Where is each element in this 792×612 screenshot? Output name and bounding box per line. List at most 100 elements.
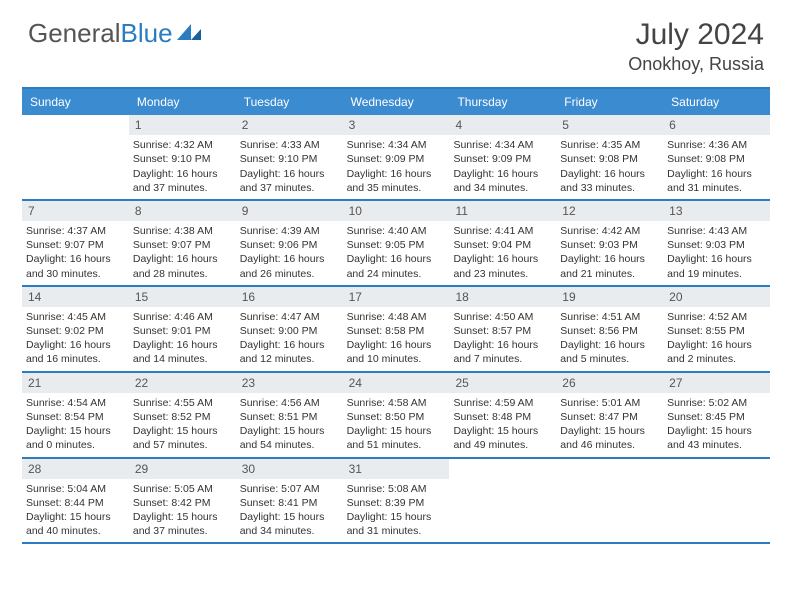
day-number: 9 bbox=[236, 201, 343, 221]
sunrise-text: Sunrise: 4:51 AM bbox=[560, 310, 659, 324]
sunrise-text: Sunrise: 4:34 AM bbox=[347, 138, 446, 152]
sunrise-text: Sunrise: 4:46 AM bbox=[133, 310, 232, 324]
sunrise-text: Sunrise: 4:36 AM bbox=[667, 138, 766, 152]
day-cell: 30 Sunrise: 5:07 AMSunset: 8:41 PMDayligh… bbox=[236, 459, 343, 543]
sunset-text: Sunset: 9:03 PM bbox=[560, 238, 659, 252]
day-number: 21 bbox=[22, 373, 129, 393]
daylight-text: Daylight: 16 hours and 14 minutes. bbox=[133, 338, 232, 366]
day-cell bbox=[449, 459, 556, 543]
daylight-text: Daylight: 15 hours and 34 minutes. bbox=[240, 510, 339, 538]
sunset-text: Sunset: 9:04 PM bbox=[453, 238, 552, 252]
sunrise-text: Sunrise: 4:33 AM bbox=[240, 138, 339, 152]
day-cell: 21Sunrise: 4:54 AMSunset: 8:54 PMDayligh… bbox=[22, 373, 129, 457]
daylight-text: Daylight: 16 hours and 24 minutes. bbox=[347, 252, 446, 280]
day-number: 2 bbox=[236, 115, 343, 135]
day-cell bbox=[556, 459, 663, 543]
day-cell: 5Sunrise: 4:35 AMSunset: 9:08 PMDaylight… bbox=[556, 115, 663, 199]
day-cell: 3Sunrise: 4:34 AMSunset: 9:09 PMDaylight… bbox=[343, 115, 450, 199]
daylight-text: Daylight: 16 hours and 5 minutes. bbox=[560, 338, 659, 366]
day-number: 3 bbox=[343, 115, 450, 135]
day-cell: 1Sunrise: 4:32 AMSunset: 9:10 PMDaylight… bbox=[129, 115, 236, 199]
day-number: 10 bbox=[343, 201, 450, 221]
daylight-text: Daylight: 16 hours and 34 minutes. bbox=[453, 167, 552, 195]
sunset-text: Sunset: 8:39 PM bbox=[347, 496, 446, 510]
title-month: July 2024 bbox=[628, 18, 764, 52]
logo-text-1: General bbox=[28, 18, 121, 49]
sunrise-text: Sunrise: 5:05 AM bbox=[133, 482, 232, 496]
week-row: 21Sunrise: 4:54 AMSunset: 8:54 PMDayligh… bbox=[22, 373, 770, 459]
sunrise-text: Sunrise: 4:42 AM bbox=[560, 224, 659, 238]
daylight-text: Daylight: 16 hours and 33 minutes. bbox=[560, 167, 659, 195]
day-cell: 26Sunrise: 5:01 AMSunset: 8:47 PMDayligh… bbox=[556, 373, 663, 457]
day-cell: 8Sunrise: 4:38 AMSunset: 9:07 PMDaylight… bbox=[129, 201, 236, 285]
day-cell: 18Sunrise: 4:50 AMSunset: 8:57 PMDayligh… bbox=[449, 287, 556, 371]
daylight-text: Daylight: 16 hours and 10 minutes. bbox=[347, 338, 446, 366]
sunset-text: Sunset: 9:10 PM bbox=[240, 152, 339, 166]
weekday-label: Sunday bbox=[22, 89, 129, 115]
daylight-text: Daylight: 16 hours and 16 minutes. bbox=[26, 338, 125, 366]
day-cell bbox=[22, 115, 129, 199]
sunrise-text: Sunrise: 4:32 AM bbox=[133, 138, 232, 152]
daylight-text: Daylight: 15 hours and 51 minutes. bbox=[347, 424, 446, 452]
day-number: 13 bbox=[663, 201, 770, 221]
weekday-label: Thursday bbox=[449, 89, 556, 115]
sunrise-text: Sunrise: 4:54 AM bbox=[26, 396, 125, 410]
daylight-text: Daylight: 16 hours and 21 minutes. bbox=[560, 252, 659, 280]
sunset-text: Sunset: 8:41 PM bbox=[240, 496, 339, 510]
day-number: 30 bbox=[236, 459, 343, 479]
sunset-text: Sunset: 8:42 PM bbox=[133, 496, 232, 510]
sunrise-text: Sunrise: 5:07 AM bbox=[240, 482, 339, 496]
sunset-text: Sunset: 8:58 PM bbox=[347, 324, 446, 338]
daylight-text: Daylight: 15 hours and 43 minutes. bbox=[667, 424, 766, 452]
sunset-text: Sunset: 8:47 PM bbox=[560, 410, 659, 424]
daylight-text: Daylight: 16 hours and 28 minutes. bbox=[133, 252, 232, 280]
day-number: 1 bbox=[129, 115, 236, 135]
daylight-text: Daylight: 15 hours and 49 minutes. bbox=[453, 424, 552, 452]
day-cell: 24Sunrise: 4:58 AMSunset: 8:50 PMDayligh… bbox=[343, 373, 450, 457]
title-block: July 2024 Onokhoy, Russia bbox=[628, 18, 764, 75]
daylight-text: Daylight: 16 hours and 12 minutes. bbox=[240, 338, 339, 366]
daylight-text: Daylight: 16 hours and 2 minutes. bbox=[667, 338, 766, 366]
day-cell: 6Sunrise: 4:36 AMSunset: 9:08 PMDaylight… bbox=[663, 115, 770, 199]
day-cell: 16Sunrise: 4:47 AMSunset: 9:00 PMDayligh… bbox=[236, 287, 343, 371]
sunset-text: Sunset: 9:03 PM bbox=[667, 238, 766, 252]
sunrise-text: Sunrise: 4:56 AM bbox=[240, 396, 339, 410]
day-number: 22 bbox=[129, 373, 236, 393]
daylight-text: Daylight: 15 hours and 46 minutes. bbox=[560, 424, 659, 452]
sunrise-text: Sunrise: 4:48 AM bbox=[347, 310, 446, 324]
day-cell: 7Sunrise: 4:37 AMSunset: 9:07 PMDaylight… bbox=[22, 201, 129, 285]
sunrise-text: Sunrise: 5:08 AM bbox=[347, 482, 446, 496]
day-number: 6 bbox=[663, 115, 770, 135]
day-cell: 10Sunrise: 4:40 AMSunset: 9:05 PMDayligh… bbox=[343, 201, 450, 285]
weekday-label: Tuesday bbox=[236, 89, 343, 115]
day-number: 16 bbox=[236, 287, 343, 307]
day-cell bbox=[663, 459, 770, 543]
day-number: 12 bbox=[556, 201, 663, 221]
sunset-text: Sunset: 9:07 PM bbox=[26, 238, 125, 252]
day-cell: 2 Sunrise: 4:33 AMSunset: 9:10 PMDaylight… bbox=[236, 115, 343, 199]
day-cell: 19Sunrise: 4:51 AMSunset: 8:56 PMDayligh… bbox=[556, 287, 663, 371]
day-number: 26 bbox=[556, 373, 663, 393]
daylight-text: Daylight: 16 hours and 26 minutes. bbox=[240, 252, 339, 280]
day-number: 14 bbox=[22, 287, 129, 307]
week-row: 14Sunrise: 4:45 AMSunset: 9:02 PMDayligh… bbox=[22, 287, 770, 373]
daylight-text: Daylight: 16 hours and 37 minutes. bbox=[240, 167, 339, 195]
day-number: 29 bbox=[129, 459, 236, 479]
day-number: 18 bbox=[449, 287, 556, 307]
day-number: 25 bbox=[449, 373, 556, 393]
sunrise-text: Sunrise: 4:59 AM bbox=[453, 396, 552, 410]
day-cell: 9Sunrise: 4:39 AMSunset: 9:06 PMDaylight… bbox=[236, 201, 343, 285]
day-number: 28 bbox=[22, 459, 129, 479]
week-row: 1Sunrise: 4:32 AMSunset: 9:10 PMDaylight… bbox=[22, 115, 770, 201]
daylight-text: Daylight: 16 hours and 37 minutes. bbox=[133, 167, 232, 195]
day-number: 5 bbox=[556, 115, 663, 135]
daylight-text: Daylight: 15 hours and 57 minutes. bbox=[133, 424, 232, 452]
day-number: 24 bbox=[343, 373, 450, 393]
sunrise-text: Sunrise: 4:47 AM bbox=[240, 310, 339, 324]
daylight-text: Daylight: 15 hours and 54 minutes. bbox=[240, 424, 339, 452]
sunset-text: Sunset: 8:55 PM bbox=[667, 324, 766, 338]
daylight-text: Daylight: 15 hours and 31 minutes. bbox=[347, 510, 446, 538]
day-number: 15 bbox=[129, 287, 236, 307]
day-number: 4 bbox=[449, 115, 556, 135]
sunset-text: Sunset: 8:51 PM bbox=[240, 410, 339, 424]
